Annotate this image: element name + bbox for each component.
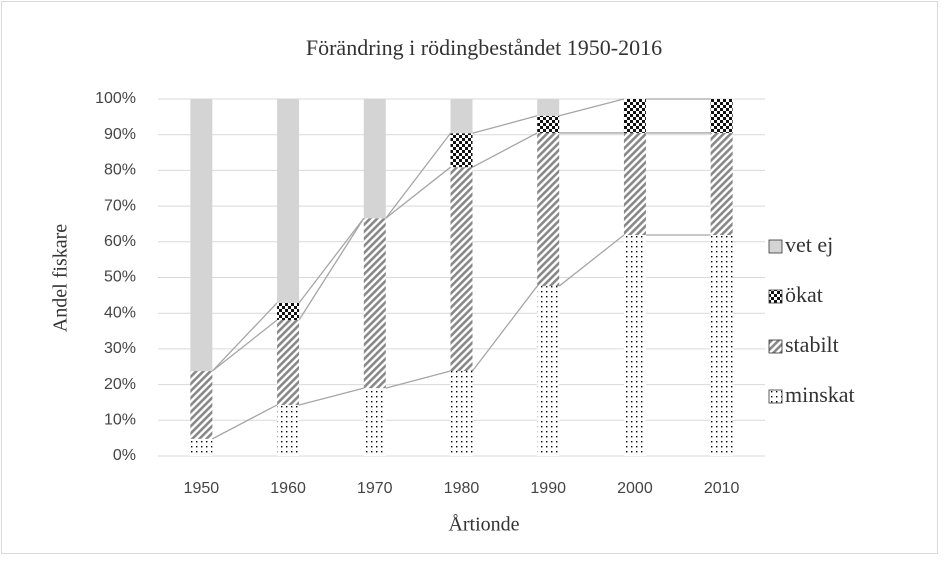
x-tick-label: 1970 <box>357 480 393 497</box>
x-tick-label: 2010 <box>704 480 740 497</box>
bar-segment <box>623 99 646 133</box>
bar-segment <box>450 99 473 134</box>
y-tick-label: 40% <box>104 304 136 321</box>
y-axis-title: Andel fiskare <box>50 224 72 332</box>
bar-segment <box>277 99 300 303</box>
y-tick-label: 0% <box>113 447 136 464</box>
bar-segment <box>450 167 473 372</box>
bar-segment <box>277 319 300 405</box>
bar-segment <box>190 99 213 372</box>
series-line <box>385 132 452 219</box>
series-line <box>472 115 538 134</box>
series-line <box>298 217 365 321</box>
x-tick-label: 1990 <box>530 480 566 497</box>
bar-segment <box>277 404 300 456</box>
x-axis-title: Årtionde <box>448 514 519 536</box>
series-line <box>385 166 451 219</box>
legend-label: minskat <box>785 382 855 407</box>
series-line <box>472 132 538 168</box>
bar-segment <box>363 218 386 389</box>
legend-swatch <box>768 339 783 354</box>
legend-swatch <box>768 289 783 304</box>
bar-segment <box>450 133 473 168</box>
x-tick-label: 1960 <box>270 480 306 497</box>
chart-title: Förändring i rödingbeståndet 1950-2016 <box>306 35 662 60</box>
y-tick-label: 50% <box>104 269 136 286</box>
legend-swatch <box>768 389 783 404</box>
bar-segment <box>710 99 733 133</box>
bar-segment <box>190 371 213 439</box>
bar-segment <box>277 302 300 320</box>
bar-segment <box>537 132 560 287</box>
series-line <box>558 234 625 287</box>
series-line <box>211 319 278 372</box>
bar-segment <box>537 115 560 133</box>
series-line <box>212 404 278 440</box>
y-tick-label: 60% <box>104 233 136 250</box>
bar-segment <box>623 235 646 456</box>
series-line <box>298 387 364 406</box>
x-tick-label: 1980 <box>444 480 480 497</box>
legend-swatch <box>768 239 783 254</box>
x-tick-label: 1950 <box>184 480 220 497</box>
y-tick-label: 30% <box>104 340 136 357</box>
bar-segment <box>363 388 386 456</box>
y-tick-label: 20% <box>104 376 136 393</box>
y-tick-label: 70% <box>104 197 136 214</box>
bar-segment <box>710 132 733 236</box>
x-tick-label: 2000 <box>617 480 653 497</box>
legend-label: vet ej <box>785 232 833 257</box>
series-line <box>559 98 625 117</box>
bar-segment <box>450 371 473 456</box>
y-tick-label: 10% <box>104 412 136 429</box>
series-line <box>385 370 451 389</box>
series-line <box>298 217 365 304</box>
bar-segment <box>710 235 733 456</box>
legend-label: ökat <box>785 282 823 307</box>
bar-segment <box>190 438 213 456</box>
legend-label: stabilt <box>785 332 839 357</box>
bar-segment <box>363 99 386 219</box>
series-line <box>471 285 538 372</box>
y-tick-label: 100% <box>95 90 136 107</box>
y-tick-label: 90% <box>104 126 136 143</box>
y-tick-label: 80% <box>104 162 136 179</box>
bar-segment <box>537 99 560 116</box>
bar-segment <box>623 132 646 236</box>
series-line <box>211 302 278 372</box>
bar-segment <box>537 286 560 456</box>
